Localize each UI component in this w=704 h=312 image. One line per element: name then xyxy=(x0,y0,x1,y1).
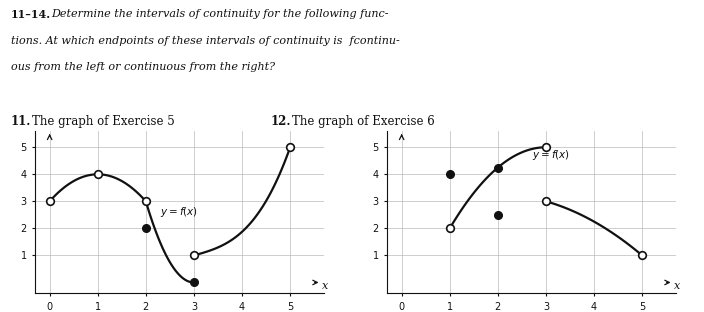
Text: 11–14.: 11–14. xyxy=(11,9,51,20)
Text: ous from the left or continuous from the right?: ous from the left or continuous from the… xyxy=(11,62,275,72)
Text: $y = f(x)$: $y = f(x)$ xyxy=(532,148,570,162)
Text: x: x xyxy=(322,281,328,291)
Text: $y = f(x)$: $y = f(x)$ xyxy=(161,205,199,219)
Text: The graph of Exercise 5: The graph of Exercise 5 xyxy=(32,115,175,129)
Text: The graph of Exercise 6: The graph of Exercise 6 xyxy=(292,115,435,129)
Text: Determine the intervals of continuity for the following func-: Determine the intervals of continuity fo… xyxy=(51,9,388,19)
Text: 12.: 12. xyxy=(271,115,291,129)
Text: 11.: 11. xyxy=(11,115,31,129)
Text: x: x xyxy=(674,281,680,291)
Text: tions. At which endpoints of these intervals of continuity is  fcontinu-: tions. At which endpoints of these inter… xyxy=(11,36,399,46)
